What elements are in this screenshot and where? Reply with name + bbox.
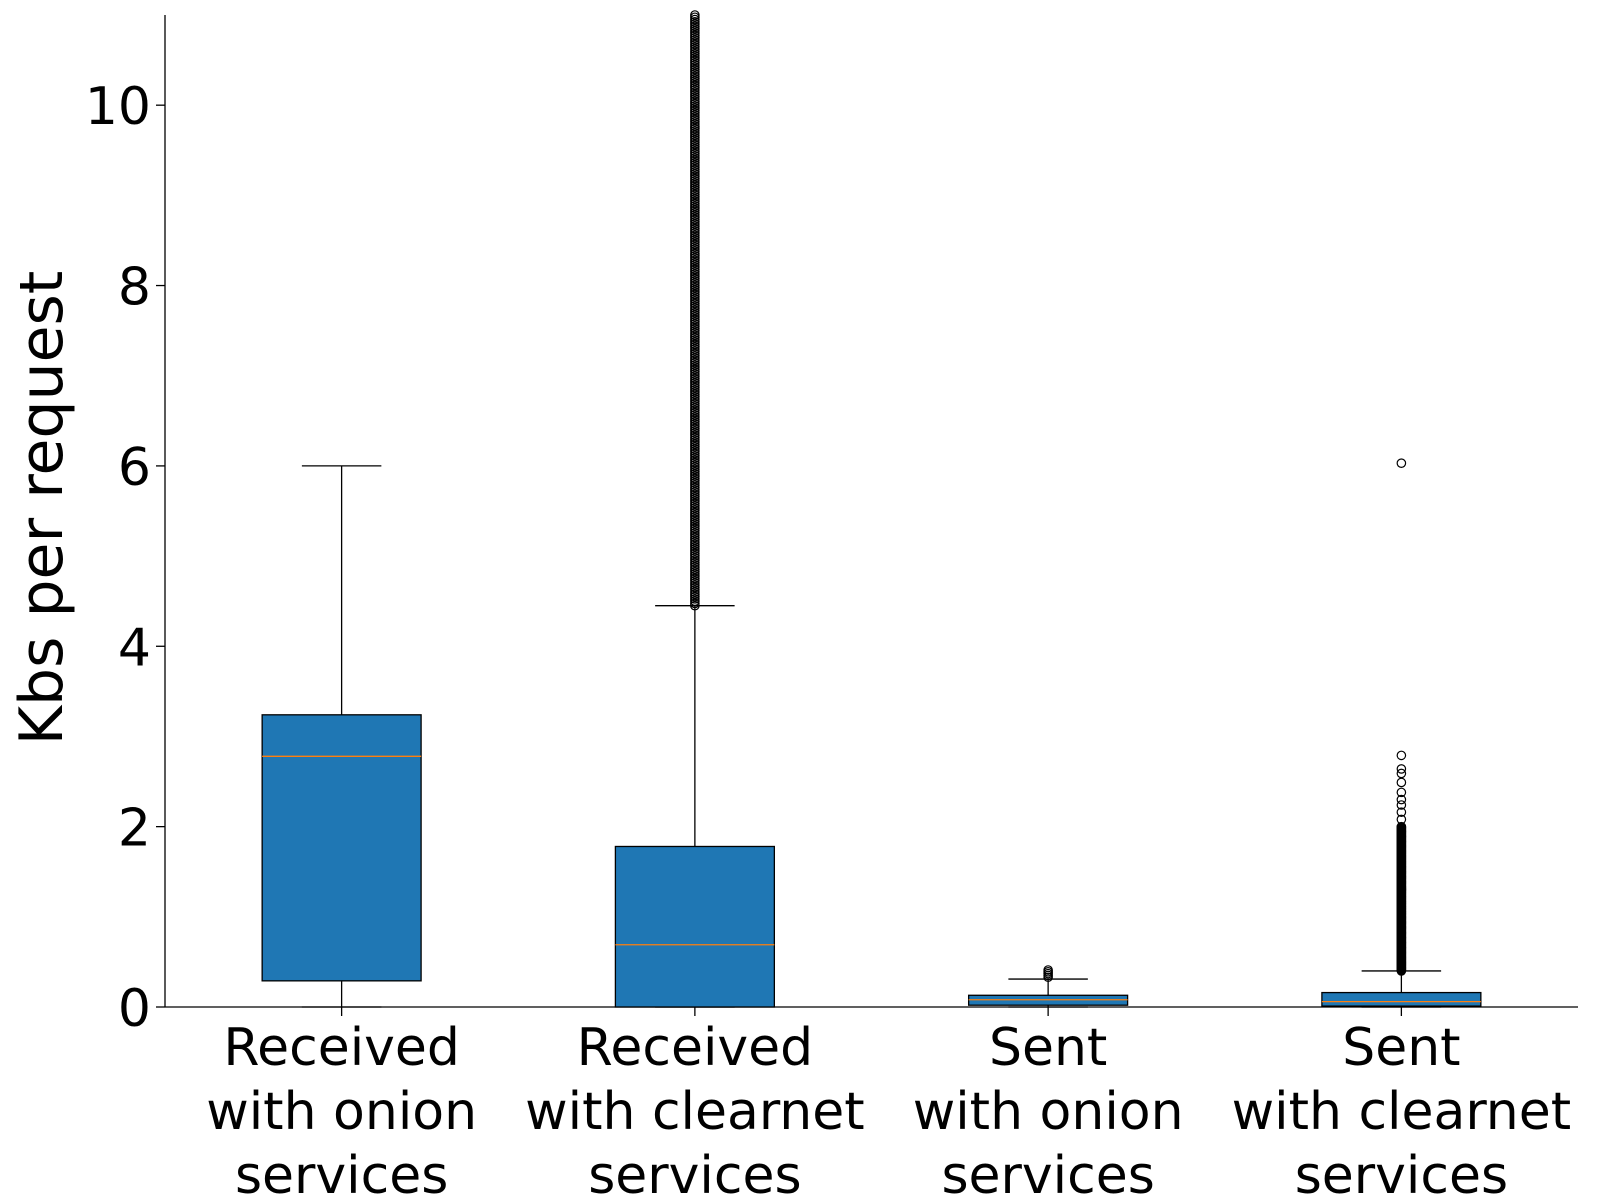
outlier-point — [1396, 768, 1407, 779]
outlier-point — [1396, 794, 1407, 805]
outlier-point — [1396, 787, 1407, 798]
y-axis-title: Kbs per request — [7, 271, 77, 746]
x-category-label: Received with onion services — [206, 1018, 477, 1200]
x-category-label-line: with clearnet — [1232, 1082, 1572, 1142]
y-tick-label: 6 — [118, 438, 151, 498]
y-tick-label: 4 — [118, 618, 151, 678]
box — [614, 845, 776, 1008]
x-category-label-line: services — [941, 1146, 1154, 1200]
outlier-point — [690, 10, 700, 20]
x-category-label-line: with clearnet — [525, 1082, 865, 1142]
x-category-label-line: services — [588, 1146, 801, 1200]
outlier-point — [1396, 750, 1407, 761]
x-category-label: Sent with clearnet services — [1232, 1018, 1572, 1200]
y-tick-label: 10 — [85, 77, 151, 137]
x-category-label-line: services — [1295, 1146, 1508, 1200]
box — [1321, 991, 1482, 1007]
y-tick-label: 0 — [118, 979, 151, 1039]
x-category-label: Received with clearnet services — [525, 1018, 865, 1200]
x-category-label-line: with onion — [206, 1082, 477, 1142]
outlier-point — [1043, 965, 1053, 975]
x-category-label-line: Sent — [989, 1018, 1107, 1078]
x-category-label-line: services — [235, 1146, 448, 1200]
outlier-point — [1396, 777, 1407, 788]
box — [261, 714, 422, 982]
outlier-point — [1396, 821, 1407, 832]
x-category-label-line: with onion — [913, 1082, 1184, 1142]
outlier-point — [1396, 807, 1407, 818]
y-tick-label: 8 — [118, 258, 151, 318]
outlier-point — [1396, 814, 1407, 825]
y-tick-label: 2 — [118, 799, 151, 859]
outlier-point — [1396, 800, 1407, 810]
x-category-label-line: Received — [577, 1018, 814, 1078]
outlier-point — [1396, 764, 1407, 774]
x-category-label-line: Received — [223, 1018, 460, 1078]
x-category-label-line: Sent — [1342, 1018, 1460, 1078]
x-category-label: Sent with onion services — [913, 1018, 1184, 1200]
outlier-point — [1396, 458, 1407, 469]
